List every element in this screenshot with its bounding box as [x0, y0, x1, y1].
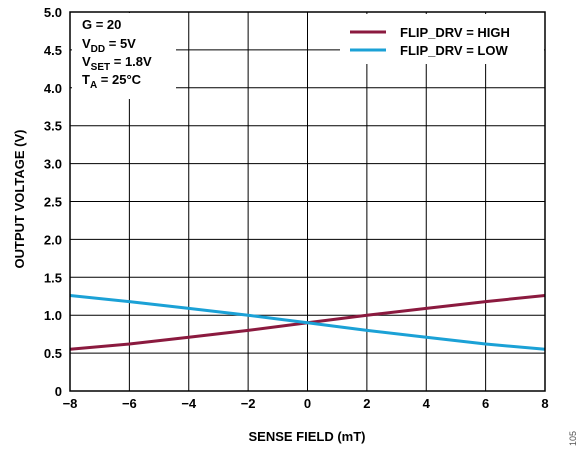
y-tick-label: 0.5	[44, 346, 62, 361]
y-axis-ticks: 0 0.5 1.0 1.5 2.0 2.5 3.0 3.5 4.0 4.5 5.0	[44, 5, 62, 399]
vdd-condition: VDD = 5V	[82, 36, 136, 55]
conditions-box	[72, 13, 176, 99]
y-tick-label: 3.0	[44, 157, 62, 172]
test-conditions: G = 20 VDD = 5V VSET = 1.8V TA = 25°C	[72, 13, 176, 99]
y-axis-title: OUTPUT VOLTAGE (V)	[12, 130, 27, 269]
y-tick-label: 3.5	[44, 119, 62, 134]
x-tick-label: −8	[63, 396, 78, 411]
y-tick-label: 1.5	[44, 270, 62, 285]
figure-id: 105	[568, 431, 578, 446]
gain-condition: G = 20	[82, 17, 121, 32]
y-tick-label: 4.5	[44, 43, 62, 58]
x-axis-title: SENSE FIELD (mT)	[248, 429, 365, 444]
x-tick-label: 6	[482, 396, 489, 411]
x-tick-label: 0	[304, 396, 311, 411]
y-tick-label: 4.0	[44, 81, 62, 96]
legend-label-high: FLIP_DRV = HIGH	[400, 25, 510, 40]
vset-condition: VSET = 1.8V	[82, 54, 152, 73]
x-tick-label: −4	[181, 396, 197, 411]
grid	[70, 12, 545, 391]
x-tick-label: −6	[122, 396, 137, 411]
legend-label-low: FLIP_DRV = LOW	[400, 43, 508, 58]
series-line-low	[69, 294, 546, 351]
y-tick-label: 1.0	[44, 308, 62, 323]
y-tick-label: 5.0	[44, 5, 62, 20]
x-tick-label: 8	[541, 396, 548, 411]
x-tick-label: 4	[423, 396, 431, 411]
legend: FLIP_DRV = HIGH FLIP_DRV = LOW	[340, 14, 544, 64]
y-tick-label: 2.5	[44, 195, 62, 210]
ta-condition: TA = 25°C	[82, 72, 142, 91]
legend-box	[340, 14, 544, 64]
plot-frame	[69, 11, 546, 392]
x-tick-label: −2	[241, 396, 256, 411]
series-layer	[69, 294, 546, 351]
y-tick-label: 0	[55, 384, 62, 399]
x-axis-ticks: −8 −6 −4 −2 0 2 4 6 8	[63, 396, 549, 411]
y-tick-label: 2.0	[44, 232, 62, 247]
x-tick-label: 2	[363, 396, 370, 411]
